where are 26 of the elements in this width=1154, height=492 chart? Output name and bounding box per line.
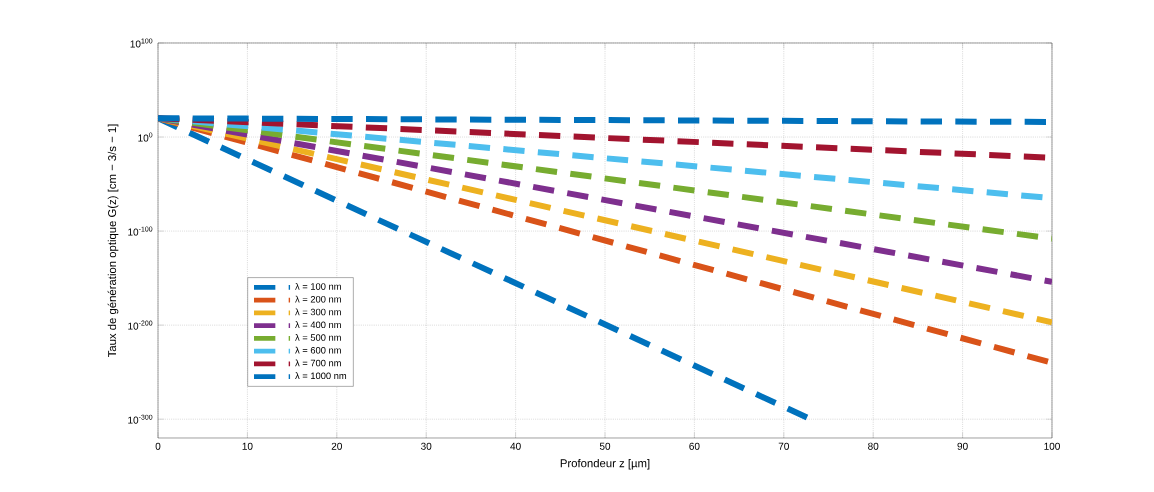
x-tick-label: 60: [689, 442, 700, 450]
y-tick-label: 10$^{-200}$: [128, 320, 153, 330]
x-tick-label: 20: [331, 442, 342, 450]
x-tick-label: 90: [957, 442, 968, 450]
legend-label: λ = 700 nm: [295, 359, 341, 367]
x-tick-label: 80: [868, 442, 879, 450]
x-tick-label: 10: [242, 442, 253, 450]
x-tick-label: 50: [599, 442, 611, 450]
y-tick-label: 10$^{-100}$: [128, 226, 153, 236]
x-tick-label: 40: [510, 442, 521, 450]
legend-label: λ = 300 nm: [295, 308, 341, 316]
legend-label: λ = 100 nm: [295, 282, 341, 290]
x-tick-label: 0: [155, 442, 161, 450]
x-tick-label: 70: [778, 442, 789, 450]
x-tick-label: 100: [1044, 442, 1060, 450]
y-tick-label: 10$^{-300}$: [128, 414, 153, 424]
legend-label: λ = 1000 nm: [295, 372, 347, 380]
y-axis-title: Taux de génération optique G(z) [cm − 3/s − 1]: [107, 124, 119, 358]
legend-label: λ = 500 nm: [295, 334, 341, 341]
y-tick-label: 10$^{0}$: [138, 132, 153, 142]
y-tick-label: 10$^{100}$: [130, 38, 153, 48]
legend-label: λ = 200 nm: [295, 295, 341, 303]
x-axis-title: Profondeur z [µm]: [560, 458, 650, 470]
x-tick-label: 30: [421, 442, 432, 450]
legend-label: λ = 400 nm: [295, 321, 341, 329]
legend-label: λ = 600 nm: [295, 346, 341, 354]
